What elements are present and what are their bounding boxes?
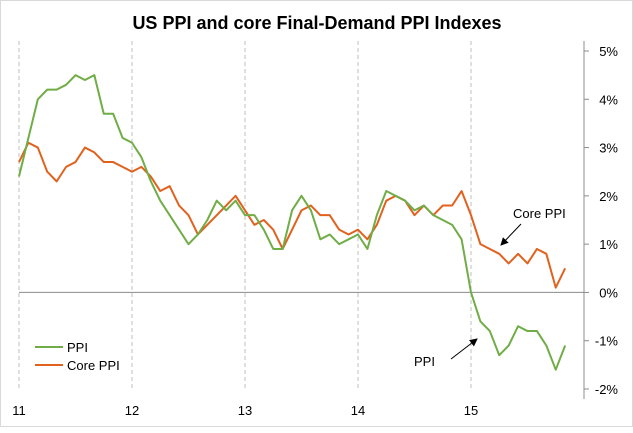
y-tick-label: 2% [599,189,618,204]
y-tick-label: 0% [599,285,618,300]
annotation-core-ppi: Core PPI [513,206,566,221]
annotation-arrow [450,338,478,360]
series-line-ppi [18,74,567,371]
legend-label: Core PPI [67,358,120,373]
y-tick-label: -2% [595,382,619,397]
y-tick-label: 3% [599,141,618,156]
grid-lines [18,41,585,389]
annotation-ppi: PPI [414,354,435,369]
axes: 5% 4% 3% 2% 1% 0% -1% -2% 11 12 13 14 15 [12,41,618,418]
legend-label: PPI [67,340,88,355]
x-tick-label: 15 [464,403,478,418]
annotation-arrow [500,223,522,246]
y-tick-label: 1% [599,237,618,252]
series-group [18,74,567,371]
x-tick-label: 11 [12,403,26,418]
y-tick-label: 5% [599,44,618,59]
x-tick-label: 12 [125,403,139,418]
chart-title: US PPI and core Final-Demand PPI Indexes [132,13,501,33]
legend: PPI Core PPI [35,340,120,373]
x-tick-label: 13 [238,403,252,418]
y-tick-label: 4% [599,92,618,107]
x-tick-label: 14 [351,403,365,418]
series-line-core-ppi [18,141,567,289]
y-tick-label: -1% [595,334,619,349]
annotations: Core PPI PPI [414,206,566,369]
